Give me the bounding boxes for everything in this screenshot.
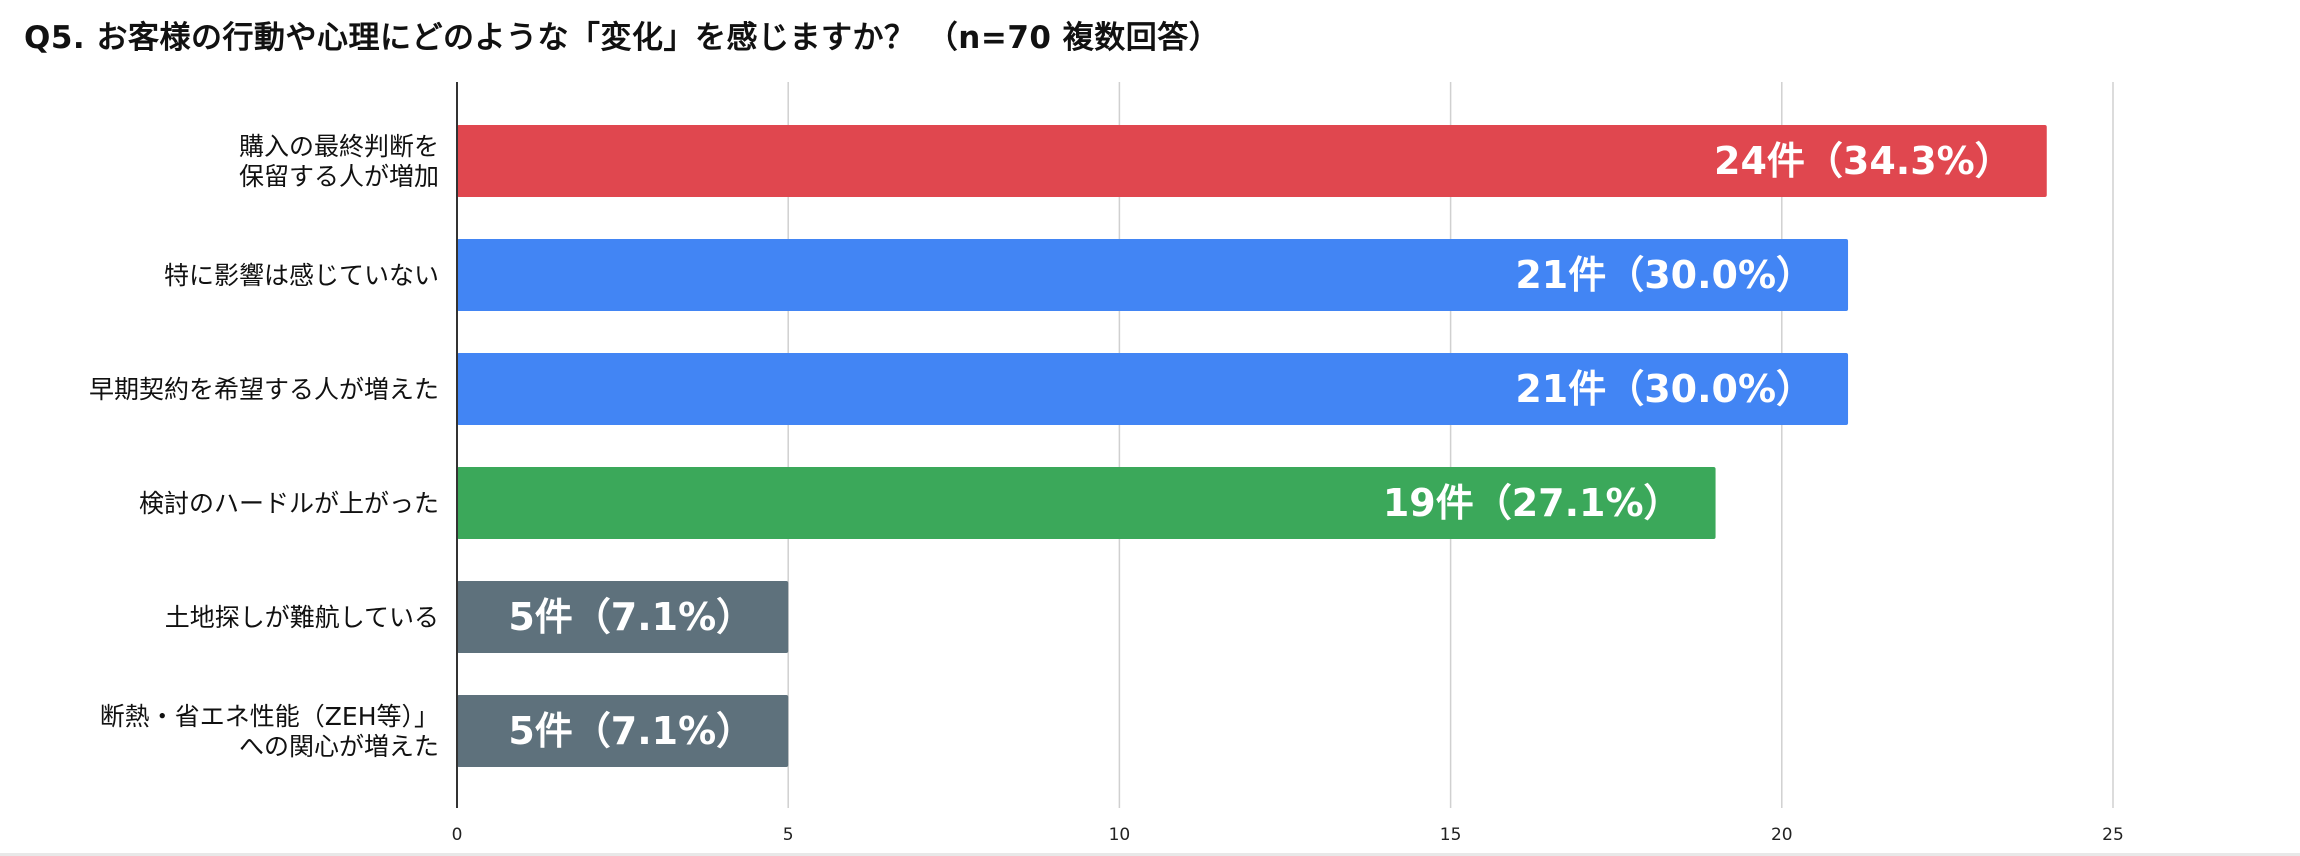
bar xyxy=(457,467,1716,539)
data-label: 5件（7.1%） xyxy=(508,595,754,639)
bar xyxy=(457,239,1849,311)
gridlines xyxy=(787,82,2114,808)
x-tick-label: 15 xyxy=(1440,825,1462,845)
x-tick-label: 0 xyxy=(452,825,463,845)
bars: 24件（34.3%） 21件（30.0%） 21件（30.0%） 19件（27.1%）… xyxy=(457,125,2047,767)
bar xyxy=(457,125,2047,197)
bottom-divider xyxy=(0,853,2300,856)
data-label: 19件（27.1%） xyxy=(1383,481,1682,525)
category-label: 検討のハードルが上がった xyxy=(139,489,439,518)
bar xyxy=(457,353,1849,425)
data-label: 5件（7.1%） xyxy=(508,709,754,753)
category-label: 土地探しが難航している xyxy=(165,603,439,632)
category-label: 購入の最終判断を xyxy=(239,132,439,161)
data-label: 21件（30.0%） xyxy=(1515,367,1814,411)
x-tick-label: 5 xyxy=(783,825,794,845)
category-label: 断熱・省エネ性能（ZEH等）」 xyxy=(100,702,439,731)
axes: 0 5 10 15 20 25 購入の最終判断を保留する人が増加特に影響は感じていない早期契… xyxy=(89,82,2124,845)
category-label: 保留する人が増加 xyxy=(239,162,439,191)
x-tick-label: 25 xyxy=(2102,825,2124,845)
data-label: 21件（30.0%） xyxy=(1515,253,1814,297)
category-label: 特に影響は感じていない xyxy=(164,261,439,290)
category-label: への関心が増えた xyxy=(239,732,439,761)
bar xyxy=(457,695,789,767)
x-tick-label: 10 xyxy=(1109,825,1131,845)
x-tick-label: 20 xyxy=(1771,825,1793,845)
data-label: 24件（34.3%） xyxy=(1714,139,2013,183)
bar xyxy=(457,581,789,653)
category-label: 早期契約を希望する人が増えた xyxy=(89,375,439,404)
chart-title: Q5. お客様の行動や心理にどのような「変化」を感じますか？ （n=70 複数回… xyxy=(24,20,1221,56)
